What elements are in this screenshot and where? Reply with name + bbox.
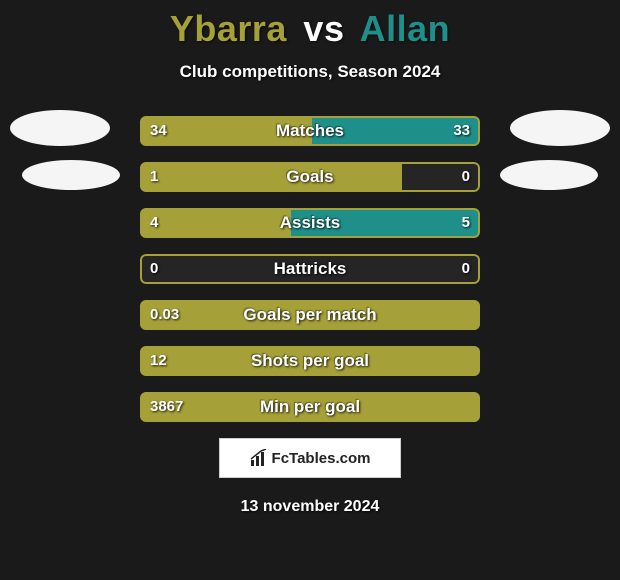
stat-row: 3867Min per goal: [140, 392, 480, 422]
stat-row: 45Assists: [140, 208, 480, 238]
stat-label: Hattricks: [140, 254, 480, 284]
title-vs: vs: [303, 8, 344, 49]
watermark-text: FcTables.com: [272, 450, 371, 467]
avatar-right-2: [500, 160, 598, 190]
stats-area: 3433Matches 10Goals 45Assists 00Hattricks 0.…: [0, 116, 620, 422]
stat-label: Shots per goal: [140, 346, 480, 376]
stat-row: 12Shots per goal: [140, 346, 480, 376]
stat-row: 3433Matches: [140, 116, 480, 146]
page-title: Ybarra vs Allan: [0, 0, 620, 50]
title-player1: Ybarra: [170, 8, 287, 49]
stat-bars: 3433Matches 10Goals 45Assists 00Hattricks 0.…: [140, 116, 480, 422]
watermark: FcTables.com: [219, 438, 401, 478]
avatar-left-2: [22, 160, 120, 190]
chart-icon: [250, 449, 268, 467]
stat-label: Goals per match: [140, 300, 480, 330]
stat-label: Assists: [140, 208, 480, 238]
subtitle: Club competitions, Season 2024: [0, 62, 620, 82]
stat-label: Min per goal: [140, 392, 480, 422]
stat-row: 00Hattricks: [140, 254, 480, 284]
date-line: 13 november 2024: [0, 498, 620, 516]
avatar-left-1: [10, 110, 110, 146]
stat-label: Matches: [140, 116, 480, 146]
stat-label: Goals: [140, 162, 480, 192]
stat-row: 10Goals: [140, 162, 480, 192]
avatar-right-1: [510, 110, 610, 146]
title-player2: Allan: [360, 8, 451, 49]
stat-row: 0.03Goals per match: [140, 300, 480, 330]
